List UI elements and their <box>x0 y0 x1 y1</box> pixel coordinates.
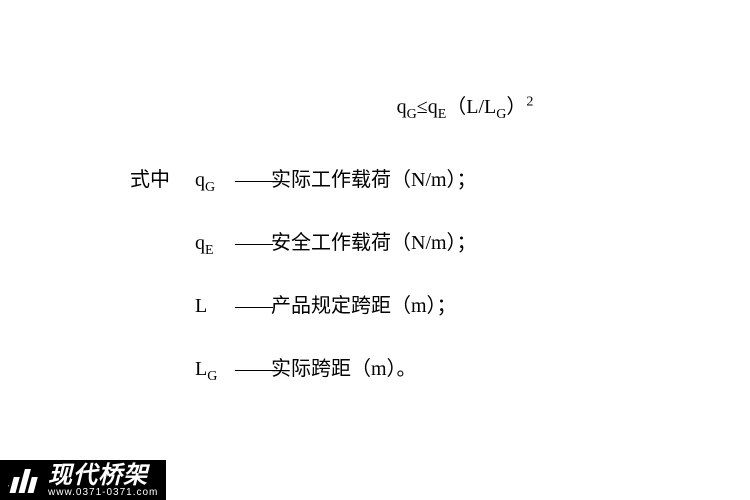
watermark: 现代桥架 www.0371-0371.com <box>0 460 166 500</box>
formula-lhs-sub: G <box>407 107 417 122</box>
def-desc: 实际跨距（m）。 <box>271 358 417 380</box>
formula-rhs-q-base: q <box>428 96 438 118</box>
def-symbol: qG <box>195 169 235 196</box>
watermark-url: www.0371-0371.com <box>48 488 158 498</box>
def-symbol: qE <box>195 232 235 259</box>
def-line-1: qE——安全工作载荷（N/m）； <box>100 226 750 259</box>
def-dash: —— <box>235 295 271 317</box>
def-prefix: 式中 <box>130 163 190 192</box>
watermark-brand: 现代桥架 <box>48 464 158 488</box>
def-symbol: L <box>195 295 235 322</box>
formula-op: ≤ <box>417 96 428 118</box>
def-line-3: LG——实际跨距（m）。 <box>100 352 750 385</box>
formula-ratio-num: L/L <box>466 96 496 118</box>
watermark-logo-icon <box>8 465 42 498</box>
def-sym-sub: G <box>205 180 215 195</box>
document-content: qG≤qE（L/LG）2 式中 qG——实际工作载荷（N/m）； qE——安全工… <box>0 0 750 385</box>
formula-exp: 2 <box>526 94 533 109</box>
def-sym-base: q <box>195 169 205 191</box>
formula-paren-open: （ <box>446 96 466 118</box>
def-desc: 产品规定跨距（m）； <box>271 295 457 317</box>
def-dash: —— <box>235 358 271 380</box>
def-sym-base: L <box>195 358 207 380</box>
formula-paren-close: ） <box>506 96 526 118</box>
def-dash: —— <box>235 232 271 254</box>
def-line-0: 式中 qG——实际工作载荷（N/m）； <box>100 163 750 196</box>
def-desc: 安全工作载荷（N/m）； <box>271 232 477 254</box>
watermark-text: 现代桥架 www.0371-0371.com <box>48 464 158 498</box>
formula-lhs-base: q <box>397 96 407 118</box>
def-sym-base: q <box>195 232 205 254</box>
def-symbol: LG <box>195 358 235 385</box>
formula-rhs-q-sub: E <box>438 107 447 122</box>
def-desc: 实际工作载荷（N/m）； <box>271 169 477 191</box>
formula-ratio-sub: G <box>496 107 506 122</box>
def-dash: —— <box>235 169 271 191</box>
formula: qG≤qE（L/LG）2 <box>100 90 750 123</box>
def-line-2: L ——产品规定跨距（m）； <box>100 289 750 322</box>
def-sym-sub: E <box>205 243 214 258</box>
def-sym-sub: G <box>207 369 217 384</box>
def-sym-base: L <box>195 295 207 317</box>
